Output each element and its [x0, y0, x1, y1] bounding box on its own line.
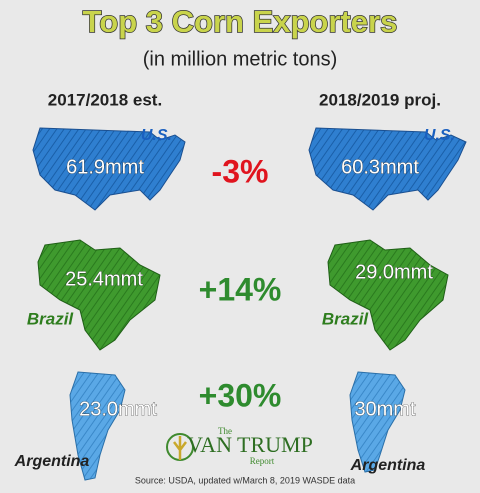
brazil-map: [37, 239, 161, 351]
country-label: Brazil: [322, 309, 370, 328]
subtitle: (in million metric tons): [143, 48, 337, 70]
change-label: -3%: [212, 153, 269, 189]
value-label: 29.0mmt: [355, 261, 433, 283]
country-label: U.S.: [141, 127, 172, 144]
value-label: 25.4mmt: [65, 268, 143, 290]
us-map: [308, 127, 467, 211]
argentina-map: [69, 371, 126, 481]
country-label: Argentina: [350, 457, 426, 474]
logo-text: The: [218, 426, 232, 436]
source-note: Source: USDA, updated w/March 8, 2019 WA…: [135, 475, 355, 485]
country-label: Brazil: [27, 309, 75, 328]
argentina-map: [349, 371, 406, 473]
logo-text: VAN TRUMP: [187, 432, 313, 457]
logo-text: Report: [250, 456, 275, 466]
change-label: +14%: [199, 271, 282, 307]
value-label: 61.9mmt: [66, 156, 144, 178]
value-label: 30mmt: [354, 398, 416, 420]
title: Top 3 Corn Exporters: [83, 4, 398, 39]
value-label: 23.0mmt: [79, 398, 157, 420]
us-map: [32, 127, 186, 211]
column-header: 2018/2019 proj.: [319, 90, 441, 109]
column-header: 2017/2018 est.: [48, 90, 162, 109]
country-label: U.S.: [424, 127, 455, 144]
logo-icon: [173, 436, 187, 460]
brazil-map: [327, 239, 449, 351]
logo: The VAN TRUMP Report: [166, 426, 313, 466]
change-label: +30%: [199, 377, 282, 413]
value-label: 60.3mmt: [341, 156, 419, 178]
country-label: Argentina: [14, 453, 90, 470]
